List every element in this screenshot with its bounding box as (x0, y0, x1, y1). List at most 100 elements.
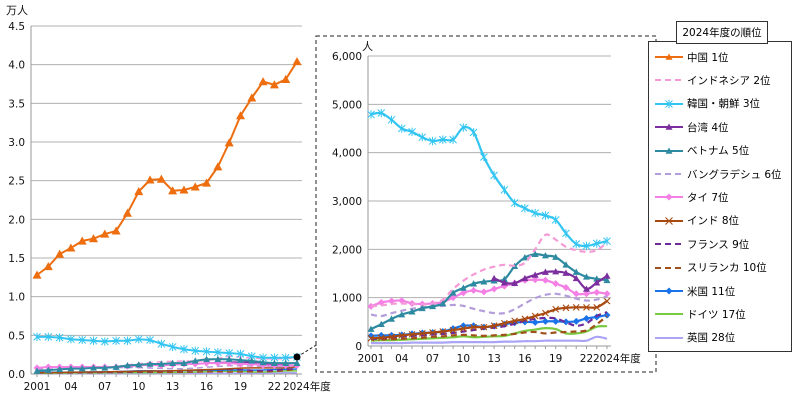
data-point-china (179, 185, 189, 194)
legend-label: 米国 11位 (687, 285, 736, 298)
series-line-inset-5 (370, 300, 608, 340)
x-tick-label: 07 (426, 353, 439, 365)
data-point-vietnam (123, 361, 131, 369)
data-point-inset-5 (388, 333, 395, 341)
series-line-korea (37, 335, 298, 359)
series-inset-10 (367, 108, 611, 251)
data-point-korea (146, 335, 154, 345)
series-inset-0 (370, 335, 608, 345)
data-point-china (111, 226, 121, 235)
data-point-china (202, 178, 212, 187)
x-tick-label: 2001 (358, 353, 385, 365)
y-tick-label: 1.5 (8, 253, 25, 265)
data-point-inset-8 (552, 253, 560, 260)
series-inset-5 (367, 297, 611, 342)
data-point-china (269, 80, 279, 89)
data-point-china (100, 229, 110, 238)
data-point-inset-10 (397, 124, 406, 133)
legend-item: ドイツ 17位 (655, 306, 746, 322)
inset-frame (315, 35, 657, 373)
data-point-china (281, 74, 291, 83)
y-tick-label: 6,000 (332, 51, 362, 63)
x-tick-label: 19 (234, 381, 247, 393)
data-point-china (190, 182, 200, 191)
data-point-korea (191, 346, 200, 355)
legend-marker-icon (665, 147, 673, 154)
data-point-inset-2 (562, 318, 570, 326)
legend-swatch-icon (655, 79, 683, 82)
data-point-inset-2 (572, 317, 580, 325)
data-point-vietnam (33, 367, 41, 374)
data-point-vietnam (135, 361, 143, 368)
y-tick-label: 0.0 (8, 369, 25, 381)
data-point-china (213, 162, 223, 171)
legend-item: ベトナム 5位 (655, 143, 749, 159)
data-point-inset-5 (501, 319, 508, 327)
data-point-inset-10 (438, 135, 447, 144)
data-point-china (247, 93, 257, 102)
data-point-vietnam (112, 363, 120, 370)
data-point-inset-2 (552, 317, 560, 325)
data-point-china (32, 270, 42, 279)
data-point-inset-5 (593, 303, 601, 311)
legend-swatch-icon (655, 99, 683, 108)
data-point-inset-10 (572, 239, 581, 249)
legend-label: タイ 7位 (687, 191, 729, 204)
x-tick-label: 2024年度 (283, 380, 331, 393)
data-point-inset-5 (490, 322, 498, 330)
data-point-inset-10 (377, 108, 386, 118)
inset-chart: 人 0 1,000 2,000 3,000 4,000 5,000 6,000 2001 04… (332, 40, 641, 365)
data-point-inset-10 (428, 136, 437, 146)
inset-x-ticks: 2001 04 07 10 13 16 19 22 2024年度 (358, 352, 642, 365)
data-point-china (134, 186, 144, 196)
data-point-inset-8 (572, 268, 580, 275)
y-tick-label: 2.5 (8, 176, 25, 188)
data-point-inset-6 (572, 290, 580, 298)
data-point-inset-9 (572, 274, 580, 282)
legend-label: スリランカ 10位 (687, 262, 767, 275)
legend-item: 韓国・朝鮮 3位 (655, 96, 760, 112)
inset-y-unit-label: 人 (362, 40, 373, 53)
series-line-inset-7 (370, 292, 608, 318)
y-tick-label: 2.0 (8, 214, 25, 226)
data-point-inset-9 (500, 279, 508, 286)
data-point-vietnam (248, 357, 256, 364)
data-point-inset-5 (449, 326, 457, 334)
series-korea (33, 332, 301, 362)
data-point-inset-10 (510, 198, 519, 208)
data-point-inset-10 (480, 152, 488, 162)
data-point-inset-5 (542, 309, 549, 317)
legend-marker-icon (665, 287, 673, 295)
x-tick-label: 04 (64, 381, 78, 393)
data-point-china (77, 236, 87, 245)
legend-item: タイ 7位 (655, 189, 729, 205)
inset-y-ticks: 0 1,000 2,000 3,000 4,000 5,000 6,000 (332, 51, 362, 353)
x-tick-label: 16 (200, 381, 214, 393)
data-point-inset-6 (541, 276, 549, 284)
x-tick-label: 07 (98, 381, 111, 393)
data-point-inset-10 (562, 229, 570, 238)
legend-label: ドイツ 17位 (687, 308, 746, 321)
data-point-inset-6 (531, 276, 539, 284)
data-point-korea (123, 336, 132, 345)
series-low-8位 (36, 366, 298, 374)
data-point-inset-9 (603, 272, 611, 279)
x-tick-label: 2024年度 (593, 352, 641, 365)
data-point-china (55, 249, 65, 258)
data-point-inset-5 (583, 303, 590, 311)
legend-item: インド 8位 (655, 213, 739, 229)
data-point-china (66, 243, 76, 252)
data-point-inset-2 (582, 314, 590, 322)
legend-label: 英国 28位 (687, 332, 736, 345)
x-tick-label: 10 (457, 353, 470, 365)
legend-swatch-icon (655, 313, 683, 316)
y-tick-label: 3,000 (332, 196, 362, 208)
data-point-vietnam (146, 360, 154, 367)
data-point-inset-10 (541, 211, 550, 220)
main-series (32, 57, 302, 375)
data-point-korea (55, 333, 64, 342)
legend-swatch-icon (655, 53, 683, 60)
y-tick-label: 5,000 (332, 99, 362, 111)
data-point-inset-5 (367, 334, 375, 342)
legend-label: バングラデシュ 6位 (687, 168, 782, 181)
